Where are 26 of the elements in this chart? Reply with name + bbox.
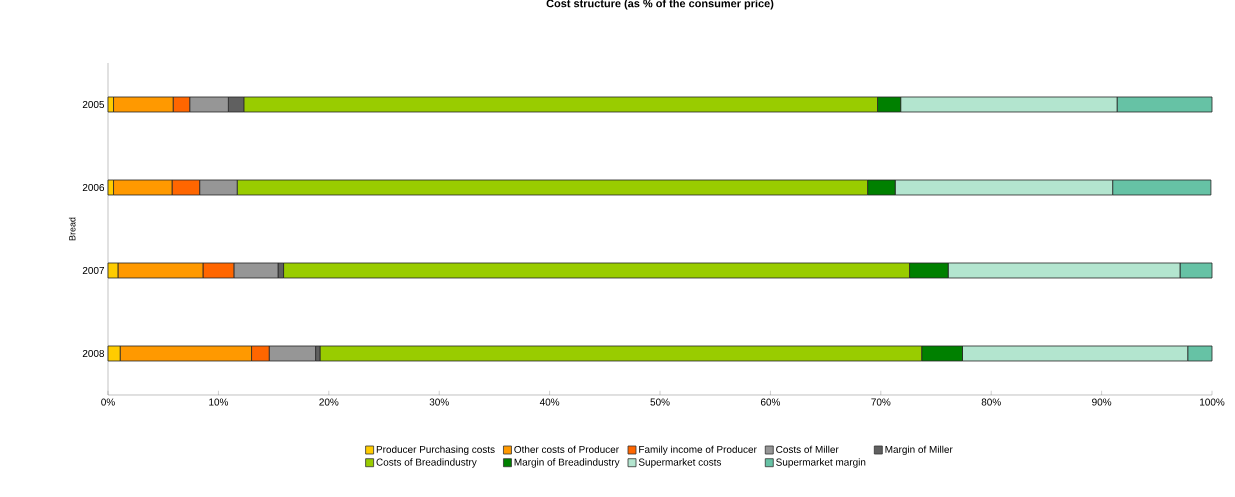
x-tick-label: 0% — [101, 398, 115, 406]
legend-label: Family income of Producer — [639, 445, 757, 455]
y-axis-title: Bread — [68, 217, 76, 241]
x-tick-label: 100% — [1200, 398, 1225, 406]
legend-label: Margin of Breadindustry — [514, 458, 620, 468]
x-tick-label: 70% — [871, 398, 891, 406]
y-tick-label: 2008 — [82, 349, 105, 358]
x-tick-label: 50% — [650, 398, 670, 406]
x-tick-label: 20% — [319, 398, 339, 406]
x-tick-label: 60% — [760, 398, 781, 406]
legend-label: Supermarket margin — [776, 458, 866, 468]
legend-label: Costs of Breadindustry — [376, 458, 477, 468]
legend-label: Other costs of Producer — [514, 445, 619, 453]
x-tick-label: 40% — [539, 398, 560, 406]
x-tick-label: 30% — [429, 398, 449, 406]
y-tick-label: 2007 — [82, 266, 104, 275]
chart-title: Cost structure (as % of the consumer price) — [546, 0, 774, 10]
legend-label: Supermarket costs — [638, 458, 722, 468]
x-tick-label: 80% — [981, 398, 1001, 406]
y-tick-label: 2005 — [82, 100, 105, 109]
legend-label: Costs of Miller — [776, 445, 839, 453]
x-tick-label: 90% — [1092, 398, 1112, 406]
legend-label: Producer Purchasing costs — [376, 445, 495, 455]
x-tick-label: 10% — [209, 398, 229, 406]
legend-label: Margin of Miller — [885, 445, 953, 455]
y-tick-label: 2006 — [82, 183, 105, 192]
